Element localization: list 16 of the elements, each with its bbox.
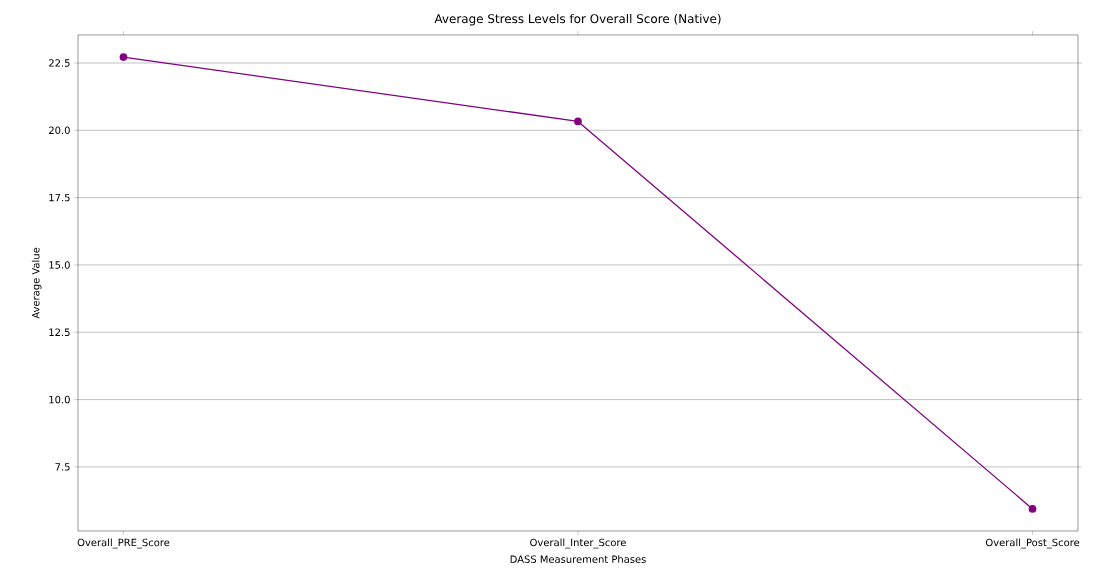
x-axis-title: DASS Measurement Phases [510, 555, 646, 563]
point [119, 53, 128, 61]
point [1028, 505, 1037, 513]
x-tick-label: Overall_Post_Score [985, 538, 1080, 549]
y-axis-title: Average Value [31, 247, 42, 319]
y-tick-label: 15.0 [49, 261, 70, 269]
y-tick-label: 22.5 [49, 59, 70, 67]
point [574, 117, 582, 126]
y-tick-label: 7.5 [55, 463, 70, 471]
y-tick-label: 17.5 [49, 193, 70, 202]
y-tick-label: 12.5 [49, 328, 70, 337]
x-tick-label: Overall_PRE_Score [77, 538, 170, 549]
y-tick-label: 20.0 [49, 126, 70, 135]
chart-title: Average Stress Levels for Overall Score (Native) [434, 13, 721, 26]
x-tick-label: Overall_Inter_Score [530, 538, 626, 549]
y-tick-label: 10.0 [49, 395, 70, 404]
